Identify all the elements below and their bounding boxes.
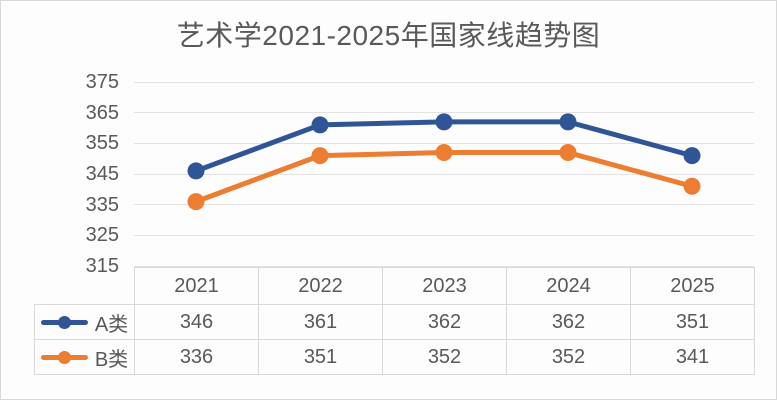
legend-cell-b: B类 — [34, 339, 135, 375]
series-b-label: B类 — [94, 348, 129, 371]
year-header-cell: 2024 — [506, 267, 631, 305]
gridline — [134, 142, 754, 144]
year-header-cell: 2025 — [630, 267, 755, 305]
table-row-series-a: A类 346 361 362 362 351 — [34, 304, 755, 340]
chart-title: 艺术学2021-2025年国家线趋势图 — [176, 20, 601, 51]
gridline — [134, 81, 754, 83]
table-row-series-b: B类 336 351 352 352 341 — [34, 339, 755, 375]
value-cell: 351 — [258, 339, 383, 375]
data-point-marker-b — [559, 144, 577, 162]
data-point-marker-b — [683, 177, 701, 195]
y-axis-tick-label: 335 — [85, 193, 119, 216]
value-cell: 346 — [134, 304, 259, 340]
series-line-a — [193, 119, 695, 174]
value-cell: 351 — [630, 304, 755, 340]
value-cell: 362 — [382, 304, 507, 340]
gridline — [134, 112, 754, 114]
data-point-marker-b — [187, 193, 205, 211]
gridline — [134, 204, 754, 206]
series-a-label: A类 — [94, 313, 129, 336]
data-table: 2021 2022 2023 2024 2025 A类 346 361 362 … — [34, 267, 755, 375]
gridline — [134, 265, 754, 267]
value-cell: 352 — [506, 339, 631, 375]
value-cell: 361 — [258, 304, 383, 340]
y-axis-tick-label: 375 — [85, 71, 119, 93]
series-b-legend-icon — [40, 350, 88, 364]
series-line-b — [193, 150, 695, 205]
data-point-marker-b — [311, 147, 329, 165]
data-point-marker-b — [435, 144, 453, 162]
data-point-marker-a — [559, 113, 577, 131]
year-header-cell: 2021 — [134, 267, 259, 305]
year-header-cell: 2023 — [382, 267, 507, 305]
year-header-cell: 2022 — [258, 267, 383, 305]
value-cell: 341 — [630, 339, 755, 375]
legend-marker-dot — [57, 350, 71, 364]
value-cell: 336 — [134, 339, 259, 375]
value-cell: 352 — [382, 339, 507, 375]
gridline — [134, 173, 754, 175]
y-axis-tick-label: 355 — [85, 132, 119, 155]
data-point-marker-a — [187, 162, 205, 180]
y-axis-tick-label: 365 — [85, 101, 119, 124]
y-axis-tick-label: 325 — [85, 224, 119, 247]
table-header-row: 2021 2022 2023 2024 2025 — [35, 267, 755, 305]
gridline — [134, 234, 754, 236]
value-cell: 362 — [506, 304, 631, 340]
data-point-marker-a — [311, 116, 329, 134]
legend-cell-a: A类 — [34, 304, 135, 340]
data-point-marker-a — [683, 147, 701, 165]
table-corner-cell — [35, 268, 135, 305]
data-point-marker-a — [435, 113, 453, 131]
y-axis-tick-label: 345 — [85, 163, 119, 185]
legend-marker-dot — [57, 315, 71, 329]
series-a-legend-icon — [40, 315, 88, 329]
y-axis-tick-label: 315 — [85, 255, 119, 277]
